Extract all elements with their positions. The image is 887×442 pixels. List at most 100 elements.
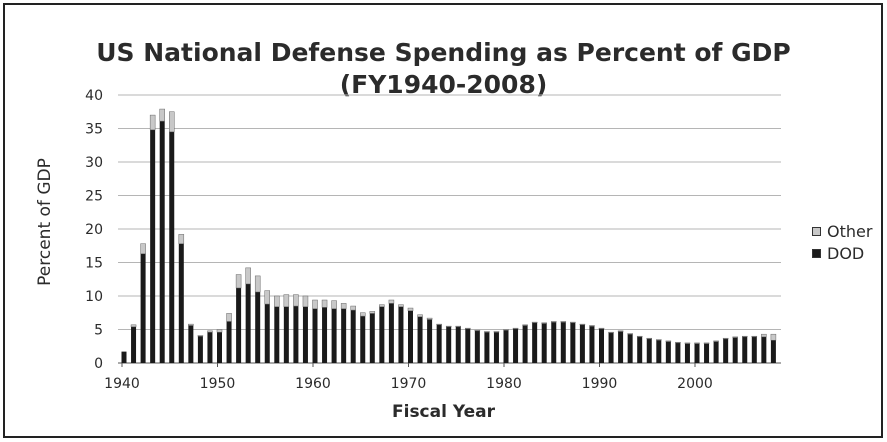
x-tick-label: 1980 bbox=[486, 376, 522, 392]
bar-dod bbox=[599, 328, 604, 363]
bar-dod bbox=[522, 325, 528, 363]
y-tick-label: 35 bbox=[85, 122, 103, 138]
bar-dod bbox=[274, 306, 280, 363]
bar-dod bbox=[646, 338, 652, 363]
bar-other bbox=[149, 114, 156, 131]
bar-dod bbox=[532, 322, 538, 363]
bar-other bbox=[398, 304, 404, 307]
bar-other bbox=[226, 313, 232, 322]
bar-other bbox=[178, 234, 185, 244]
bar-other bbox=[474, 329, 481, 332]
bar-dod bbox=[694, 343, 700, 363]
bar-dod bbox=[427, 319, 433, 363]
bar-other bbox=[445, 325, 452, 328]
bar-other bbox=[188, 323, 194, 326]
bar-other bbox=[407, 307, 414, 311]
bar-other bbox=[245, 267, 251, 285]
bar-dod bbox=[322, 307, 328, 363]
legend-swatch-other bbox=[812, 227, 821, 236]
bar-dod bbox=[513, 328, 519, 363]
legend-item-other: Other bbox=[812, 222, 872, 241]
bar-other bbox=[264, 290, 270, 305]
x-tick-label: 1960 bbox=[295, 376, 331, 392]
bar-dod bbox=[388, 303, 394, 363]
bar-other bbox=[751, 335, 758, 338]
bar-dod bbox=[302, 306, 308, 363]
bar-dod bbox=[570, 322, 576, 363]
y-tick-label: 15 bbox=[85, 256, 103, 272]
bar-dod bbox=[589, 326, 595, 363]
bar-dod bbox=[140, 253, 146, 363]
x-tick-label: 1940 bbox=[104, 376, 140, 392]
bar-other bbox=[646, 337, 652, 340]
y-tick-label: 30 bbox=[85, 155, 103, 171]
bar-dod bbox=[226, 321, 232, 363]
bar-dod bbox=[217, 332, 222, 363]
bar-other bbox=[130, 324, 137, 328]
bar-dod bbox=[560, 322, 566, 363]
bar-other bbox=[321, 299, 328, 308]
bar-other bbox=[340, 303, 347, 309]
bar-dod bbox=[350, 310, 356, 363]
y-tick-label: 0 bbox=[94, 356, 103, 372]
bar-dod bbox=[341, 308, 347, 363]
bar-other bbox=[235, 274, 242, 289]
bar-dod bbox=[465, 328, 471, 363]
y-tick-label: 25 bbox=[85, 189, 103, 205]
legend-label-dod: DOD bbox=[827, 244, 865, 263]
bar-other bbox=[388, 299, 395, 304]
bar-other bbox=[694, 342, 700, 344]
bar-other bbox=[703, 342, 710, 344]
bar-other bbox=[636, 335, 643, 338]
bar-dod bbox=[713, 341, 719, 363]
bar-dod bbox=[732, 337, 738, 363]
bar-other bbox=[350, 305, 356, 311]
bar-dod bbox=[283, 306, 289, 363]
x-tick-label: 1950 bbox=[200, 376, 236, 392]
bar-dod bbox=[150, 129, 156, 363]
bar-other bbox=[302, 295, 309, 307]
bar-other bbox=[369, 311, 376, 314]
bar-dod bbox=[608, 332, 614, 363]
bar-other bbox=[465, 327, 471, 330]
bar-dod bbox=[293, 306, 299, 363]
bar-dod bbox=[417, 316, 423, 363]
bar-dod bbox=[723, 338, 729, 363]
bar-other bbox=[436, 323, 442, 326]
bar-other bbox=[665, 340, 672, 342]
y-tick-label: 20 bbox=[85, 222, 103, 238]
bar-other bbox=[617, 330, 624, 332]
bar-other bbox=[522, 324, 528, 326]
bar-other bbox=[207, 330, 213, 333]
bar-other bbox=[159, 108, 165, 122]
bar-other bbox=[761, 333, 767, 338]
legend-label-other: Other bbox=[827, 222, 873, 241]
bar-other bbox=[216, 329, 223, 333]
x-tick-label: 1970 bbox=[391, 376, 427, 392]
bar-dod bbox=[637, 336, 643, 363]
y-tick-label: 10 bbox=[85, 289, 103, 305]
bar-dod bbox=[541, 323, 547, 363]
bar-dod bbox=[178, 243, 184, 363]
bar-dod bbox=[236, 287, 242, 363]
bar-other bbox=[589, 325, 595, 327]
bar-dod bbox=[255, 291, 261, 363]
bar-dod bbox=[751, 336, 757, 363]
bar-other bbox=[684, 342, 691, 344]
bar-dod bbox=[704, 343, 710, 363]
bar-dod bbox=[197, 336, 203, 363]
x-axis-label: Fiscal Year bbox=[392, 402, 495, 422]
bar-other bbox=[254, 275, 261, 293]
bar-other bbox=[627, 333, 633, 335]
bar-other bbox=[274, 295, 280, 307]
bar-dod bbox=[742, 336, 748, 363]
bar-dod bbox=[503, 330, 509, 363]
bar-dod bbox=[121, 351, 127, 363]
bar-other bbox=[169, 111, 175, 133]
bar-other bbox=[455, 325, 461, 328]
bar-other bbox=[312, 299, 318, 309]
bar-dod bbox=[360, 316, 366, 363]
bar-other bbox=[551, 321, 557, 323]
y-tick-label: 5 bbox=[94, 323, 103, 339]
